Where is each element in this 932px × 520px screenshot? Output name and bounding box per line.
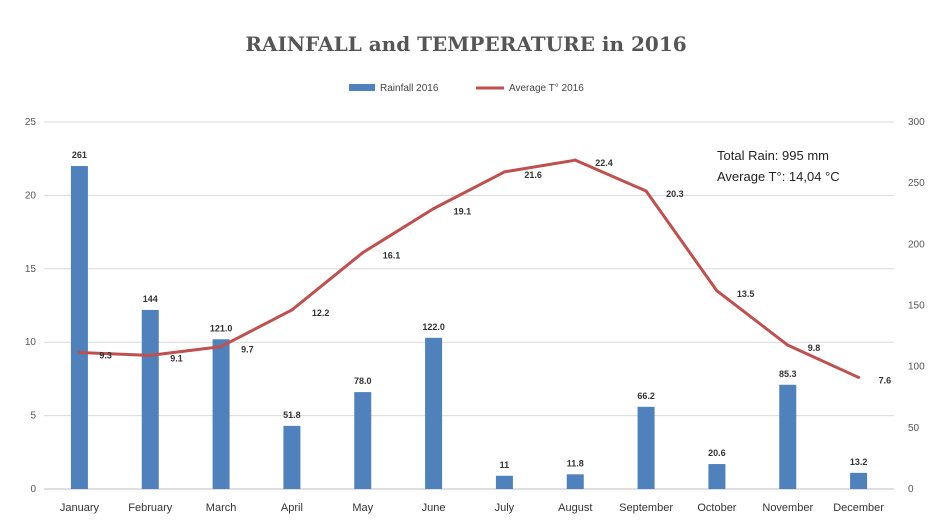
temperature-point [361, 251, 365, 255]
right-tick-label: 150 [908, 301, 925, 312]
legend-line-label: Average T° 2016 [509, 83, 584, 94]
rainfall-data-label: 261 [72, 150, 87, 160]
month-label: October [697, 502, 736, 514]
temperature-point [715, 289, 719, 293]
rainfall-data-label: 66.2 [637, 391, 655, 401]
month-label: March [206, 502, 237, 514]
rainfall-bar [637, 406, 655, 489]
temperature-point [432, 207, 436, 211]
temperature-data-label: 13.5 [737, 289, 755, 299]
right-axis: 0 50 100 150 200 250 300 [908, 117, 925, 495]
left-tick-label: 20 [25, 190, 37, 201]
left-axis: 0 5 10 15 20 25 [25, 117, 37, 495]
rainfall-data-label: 122.0 [422, 322, 445, 332]
temperature-point [857, 375, 861, 379]
rainfall-bar [354, 392, 372, 489]
rainfall-data-label: 78.0 [354, 376, 372, 386]
rainfall-data-label: 11 [500, 460, 510, 470]
rainfall-bar [283, 425, 301, 489]
temperature-point [148, 353, 152, 357]
right-tick-label: 50 [908, 423, 920, 434]
month-label: May [352, 502, 373, 514]
legend: Rainfall 2016 Average T° 2016 [349, 83, 584, 94]
month-label: February [128, 502, 173, 514]
rainfall-bar [495, 475, 513, 489]
temperature-point [573, 158, 577, 162]
rainfall-data-label: 121.0 [210, 323, 233, 333]
left-tick-label: 0 [30, 484, 36, 495]
month-label: December [833, 502, 884, 514]
left-tick-label: 15 [25, 264, 37, 275]
month-label: June [422, 502, 446, 514]
month-label: November [762, 502, 813, 514]
right-tick-label: 250 [908, 178, 925, 189]
month-labels: January February March April May June July Augu… [60, 502, 884, 514]
temperature-data-label: 9.7 [241, 345, 254, 355]
temperature-data-label: 7.6 [879, 375, 892, 385]
month-label: August [558, 502, 592, 514]
rainfall-data-label: 144 [143, 294, 158, 304]
total-rain-note: Total Rain: 995 mm [717, 148, 829, 163]
rainfall-bar [779, 384, 797, 489]
legend-bar-swatch [349, 84, 375, 91]
summary-annotation: Total Rain: 995 mm Average T°: 14,04 °C [717, 148, 840, 184]
temperature-data-label: 21.6 [524, 170, 542, 180]
temperature-data-label: 22.4 [595, 158, 613, 168]
right-tick-label: 300 [908, 117, 925, 128]
temperature-data-label: 20.3 [666, 189, 684, 199]
left-tick-label: 25 [25, 117, 37, 128]
rainfall-bar [708, 464, 726, 489]
temperature-point [219, 345, 223, 349]
rainfall-data-label: 20.6 [708, 448, 726, 458]
left-tick-label: 5 [30, 411, 36, 422]
temperature-point [786, 343, 790, 347]
temperature-data-label: 9.8 [808, 343, 821, 353]
gridlines [44, 121, 894, 490]
rainfall-bar [850, 472, 868, 489]
temperature-data-label: 12.2 [312, 308, 330, 318]
right-tick-label: 200 [908, 239, 925, 250]
temperature-data-label: 9.1 [170, 353, 183, 363]
rainfall-bar [425, 337, 443, 489]
temperature-point [644, 189, 648, 193]
right-tick-label: 100 [908, 362, 925, 373]
month-label: September [619, 502, 673, 514]
legend-bar-label: Rainfall 2016 [380, 83, 439, 94]
temperature-line [77, 158, 861, 379]
month-label: January [60, 502, 100, 514]
temperature-data-label: 19.1 [454, 207, 472, 217]
right-tick-label: 0 [908, 484, 914, 495]
temperature-point [502, 170, 506, 174]
left-tick-label: 10 [25, 337, 37, 348]
rainfall-bar [141, 309, 159, 489]
rainfall-bar [212, 339, 230, 489]
temperature-data-label: 9.3 [99, 350, 112, 360]
month-label: July [495, 502, 515, 514]
rainfall-bar [566, 474, 584, 489]
month-label: April [281, 502, 303, 514]
temperature-point [290, 308, 294, 312]
rainfall-data-label: 51.8 [283, 410, 301, 420]
rainfall-data-label: 13.2 [850, 457, 868, 467]
data-labels: 261 144 121.0 51.8 78.0 122.0 11 11.8 66.2 20.6 85… [72, 150, 891, 470]
rainfall-data-label: 11.8 [567, 458, 584, 468]
temperature-point [77, 350, 81, 354]
chart-title: RAINFALL and TEMPERATURE in 2016 [245, 32, 686, 56]
temperature-series-line [79, 158, 860, 379]
rainfall-data-label: 85.3 [779, 369, 797, 379]
average-temp-note: Average T°: 14,04 °C [717, 169, 840, 184]
rainfall-bar [70, 166, 88, 490]
temperature-data-label: 16.1 [383, 251, 401, 261]
